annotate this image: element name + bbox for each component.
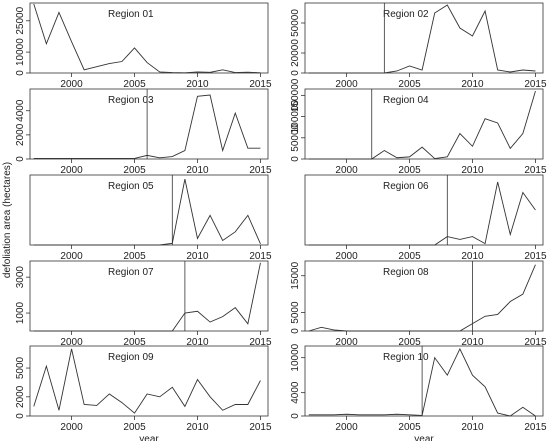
x-tick-label: 2010 bbox=[186, 165, 209, 176]
x-tick-label: 2000 bbox=[60, 165, 83, 176]
data-line bbox=[308, 181, 536, 246]
y-axis-label: defoliation area (hectares) bbox=[2, 162, 13, 278]
panel-title: Region 07 bbox=[108, 267, 154, 278]
y-tick-label: 2000 bbox=[15, 123, 26, 146]
y-tick-label: 0 bbox=[290, 156, 301, 162]
plot-frame bbox=[304, 2, 544, 74]
x-tick-label: 2015 bbox=[524, 165, 547, 176]
y-tick-label: 25000 bbox=[15, 6, 26, 34]
x-tick-label: 2000 bbox=[335, 251, 358, 262]
x-tick-label: 2010 bbox=[461, 251, 484, 262]
x-tick-label: 2015 bbox=[249, 165, 272, 176]
x-tick-label: 2000 bbox=[335, 165, 358, 176]
plot-frame bbox=[304, 345, 544, 417]
x-tick-label: 2015 bbox=[524, 337, 547, 348]
x-tick-label: 2005 bbox=[123, 337, 146, 348]
plot-frame bbox=[29, 345, 269, 417]
x-tick-label: 2015 bbox=[524, 422, 547, 433]
data-line bbox=[308, 90, 536, 160]
y-tick-label: 100000 bbox=[290, 99, 301, 133]
x-tick-label: 2005 bbox=[398, 337, 421, 348]
x-tick-label: 2005 bbox=[123, 422, 146, 433]
panel-title: Region 05 bbox=[108, 181, 154, 192]
panel-title: Region 02 bbox=[383, 9, 429, 20]
data-line bbox=[33, 179, 261, 246]
data-line bbox=[33, 3, 261, 74]
y-tick-label: 15000 bbox=[290, 261, 301, 289]
y-tick-label: 0 bbox=[15, 413, 26, 419]
data-line bbox=[308, 264, 536, 332]
x-tick-label: 2005 bbox=[123, 79, 146, 90]
x-tick-label: 2010 bbox=[186, 251, 209, 262]
y-tick-label: 4000 bbox=[290, 381, 301, 404]
x-tick-label: 2000 bbox=[335, 79, 358, 90]
y-tick-label: 150000 bbox=[290, 78, 301, 112]
y-tick-label: 50000 bbox=[290, 9, 301, 37]
x-tick-label: 2000 bbox=[60, 337, 83, 348]
x-tick-label: 2000 bbox=[335, 422, 358, 433]
y-tick-label: 10000 bbox=[290, 343, 301, 371]
panel-title: Region 04 bbox=[383, 95, 429, 106]
plot-frame bbox=[29, 2, 269, 74]
x-tick-label: 2015 bbox=[249, 337, 272, 348]
data-line bbox=[308, 347, 536, 417]
data-line bbox=[308, 4, 536, 74]
plot-frame bbox=[29, 88, 269, 160]
data-line bbox=[33, 94, 261, 159]
x-tick-label: 2005 bbox=[123, 251, 146, 262]
x-tick-label: 2015 bbox=[249, 79, 272, 90]
x-tick-label: 2010 bbox=[461, 79, 484, 90]
x-tick-label: 2015 bbox=[249, 251, 272, 262]
y-tick-label: 0 bbox=[290, 413, 301, 419]
x-tick-label: 2005 bbox=[398, 165, 421, 176]
plot-frame bbox=[304, 88, 544, 160]
y-tick-label: 0 bbox=[290, 328, 301, 334]
y-tick-label: 5000 bbox=[290, 301, 301, 324]
y-tick-label: 0 bbox=[15, 156, 26, 162]
x-tick-label: 2010 bbox=[461, 165, 484, 176]
panel-title: Region 09 bbox=[108, 352, 154, 363]
data-line bbox=[33, 262, 261, 332]
x-tick-label: 2000 bbox=[60, 251, 83, 262]
panel-title: Region 01 bbox=[108, 9, 154, 20]
y-tick-label: 5000 bbox=[15, 356, 26, 379]
x-tick-label: 2000 bbox=[60, 79, 83, 90]
y-tick-label: 10000 bbox=[15, 38, 26, 66]
x-tick-label: 2005 bbox=[123, 165, 146, 176]
x-tick-label: 2015 bbox=[524, 251, 547, 262]
x-tick-label: 2005 bbox=[398, 79, 421, 90]
y-tick-label: 4000 bbox=[15, 99, 26, 122]
panel-title: Region 10 bbox=[383, 352, 429, 363]
x-tick-label: 2005 bbox=[398, 251, 421, 262]
x-tick-label: 2015 bbox=[249, 422, 272, 433]
panel-title: Region 03 bbox=[108, 95, 154, 106]
y-tick-label: 3000 bbox=[15, 266, 26, 289]
x-axis-label: year bbox=[414, 434, 434, 441]
data-line bbox=[33, 348, 261, 414]
x-tick-label: 2010 bbox=[186, 79, 209, 90]
panel-title: Region 08 bbox=[383, 267, 429, 278]
panel-title: Region 06 bbox=[383, 181, 429, 192]
y-tick-label: 2000 bbox=[15, 385, 26, 408]
y-tick-label: 0 bbox=[290, 70, 301, 76]
x-tick-label: 2000 bbox=[335, 337, 358, 348]
y-tick-label: 50000 bbox=[290, 123, 301, 151]
x-tick-label: 2010 bbox=[186, 337, 209, 348]
x-tick-label: 2015 bbox=[524, 79, 547, 90]
x-axis-label: year bbox=[139, 434, 159, 441]
y-tick-label: 0 bbox=[15, 70, 26, 76]
x-tick-label: 2010 bbox=[461, 337, 484, 348]
x-tick-label: 2010 bbox=[186, 422, 209, 433]
y-tick-label: 1000 bbox=[15, 301, 26, 324]
x-tick-label: 2000 bbox=[60, 422, 83, 433]
x-tick-label: 2010 bbox=[461, 422, 484, 433]
x-tick-label: 2005 bbox=[398, 422, 421, 433]
y-tick-label: 20000 bbox=[290, 39, 301, 67]
